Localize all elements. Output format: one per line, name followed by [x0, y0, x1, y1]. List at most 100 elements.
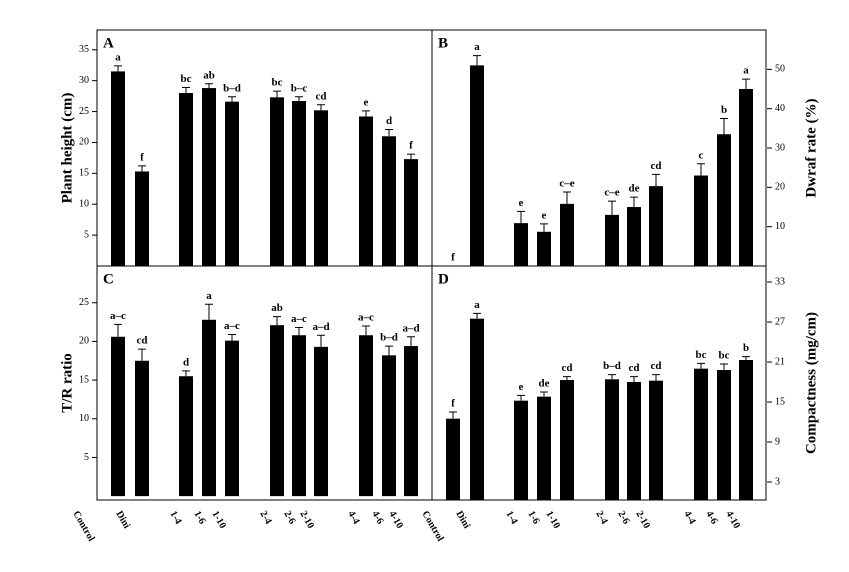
bar: [560, 203, 574, 266]
significance-label: a: [115, 51, 121, 63]
y-tick-label: 20: [775, 182, 785, 193]
y-tick-label: 30: [775, 142, 785, 153]
significance-label: e: [542, 209, 547, 221]
panel-label: B: [438, 35, 448, 51]
bar: [111, 336, 125, 497]
significance-label: f: [451, 398, 455, 410]
error-bar: [385, 128, 393, 137]
significance-label: bc: [719, 350, 730, 362]
x-tick-label: 4-6: [703, 509, 719, 526]
bar: [270, 97, 284, 266]
significance-label: cd: [629, 362, 640, 374]
error-bar: [540, 223, 548, 232]
significance-label: a: [474, 41, 480, 53]
significance-label: f: [140, 151, 144, 163]
error-bar: [407, 336, 415, 347]
error-bar: [114, 323, 122, 337]
error-bar: [742, 356, 750, 360]
bar: [627, 382, 641, 500]
y-tick-label: 25: [79, 297, 89, 308]
y-tick-label: 27: [775, 316, 785, 327]
significance-label: de: [539, 378, 550, 390]
error-bar: [228, 96, 236, 102]
x-tick-label: 4-6: [369, 509, 385, 526]
significance-label: cd: [137, 335, 148, 347]
error-bar: [205, 303, 213, 320]
error-bar: [652, 374, 660, 381]
significance-label: a–d: [402, 322, 419, 334]
x-tick-label: Control: [70, 509, 96, 543]
x-tick-label: 2-4: [593, 509, 609, 526]
bar: [179, 376, 193, 497]
x-tick-label: Control: [419, 509, 445, 543]
y-tick-label: 20: [79, 137, 89, 148]
bar: [649, 380, 663, 500]
significance-label: a–d: [312, 321, 329, 333]
y-tick-label: 5: [84, 229, 89, 240]
y-tick-label: 50: [775, 64, 785, 75]
bar: [135, 171, 149, 266]
bar: [404, 159, 418, 266]
x-tick-label: 4-10: [723, 509, 742, 530]
significance-label: a–c: [358, 311, 374, 323]
y-tick-label: 25: [79, 106, 89, 117]
bar: [605, 214, 619, 266]
bar: [292, 335, 306, 497]
bar: [537, 396, 551, 500]
y-tick-label: 10: [775, 221, 785, 232]
x-tick-label: 1-6: [525, 509, 541, 526]
x-tick-label: 4-10: [386, 509, 405, 530]
y-axis-title: Compactness (mg/cm): [803, 312, 819, 454]
error-bar: [449, 411, 457, 419]
error-bar: [205, 83, 213, 89]
significance-label: a: [206, 290, 212, 302]
x-tick-label: 2-6: [615, 509, 631, 526]
bar: [314, 346, 328, 497]
bar: [627, 207, 641, 266]
significance-label: ab: [271, 302, 283, 314]
bar: [514, 223, 528, 266]
significance-label: c–e: [559, 178, 574, 190]
error-bar: [473, 312, 481, 319]
error-bar: [517, 394, 525, 401]
bar: [717, 134, 731, 266]
bar: [359, 116, 373, 266]
bar: [537, 231, 551, 266]
bar: [292, 101, 306, 266]
significance-label: cd: [562, 362, 573, 374]
significance-label: d: [183, 356, 189, 368]
bar: [382, 136, 396, 266]
x-tick-label: 4-4: [681, 509, 697, 526]
significance-label: b–c: [291, 82, 308, 94]
significance-label: a–c: [224, 320, 240, 332]
error-bar: [563, 376, 571, 380]
error-bar: [362, 325, 370, 336]
bar: [202, 319, 216, 497]
significance-label: f: [451, 252, 455, 264]
error-bar: [608, 374, 616, 380]
x-tick-label: 1-6: [191, 509, 207, 526]
significance-label: a–c: [291, 313, 307, 325]
bar: [649, 186, 663, 266]
significance-label: b–d: [603, 360, 621, 372]
error-bar: [630, 376, 638, 382]
significance-label: bc: [272, 77, 283, 89]
error-bar: [517, 210, 525, 224]
error-bar: [182, 86, 190, 94]
bar: [514, 400, 528, 500]
significance-label: e: [364, 96, 369, 108]
bar: [404, 346, 418, 497]
error-bar: [138, 348, 146, 361]
error-bar: [228, 333, 236, 341]
x-tick-label: 1-4: [503, 509, 519, 526]
x-tick-label: 2-10: [297, 509, 316, 530]
significance-label: b: [721, 104, 727, 116]
bar: [739, 360, 753, 500]
bar: [382, 355, 396, 497]
bar: [359, 335, 373, 497]
bar: [739, 89, 753, 266]
panel-label: C: [103, 271, 114, 287]
error-bar: [720, 118, 728, 135]
significance-label: bc: [181, 73, 192, 85]
x-tick-label: 1-10: [209, 509, 228, 530]
